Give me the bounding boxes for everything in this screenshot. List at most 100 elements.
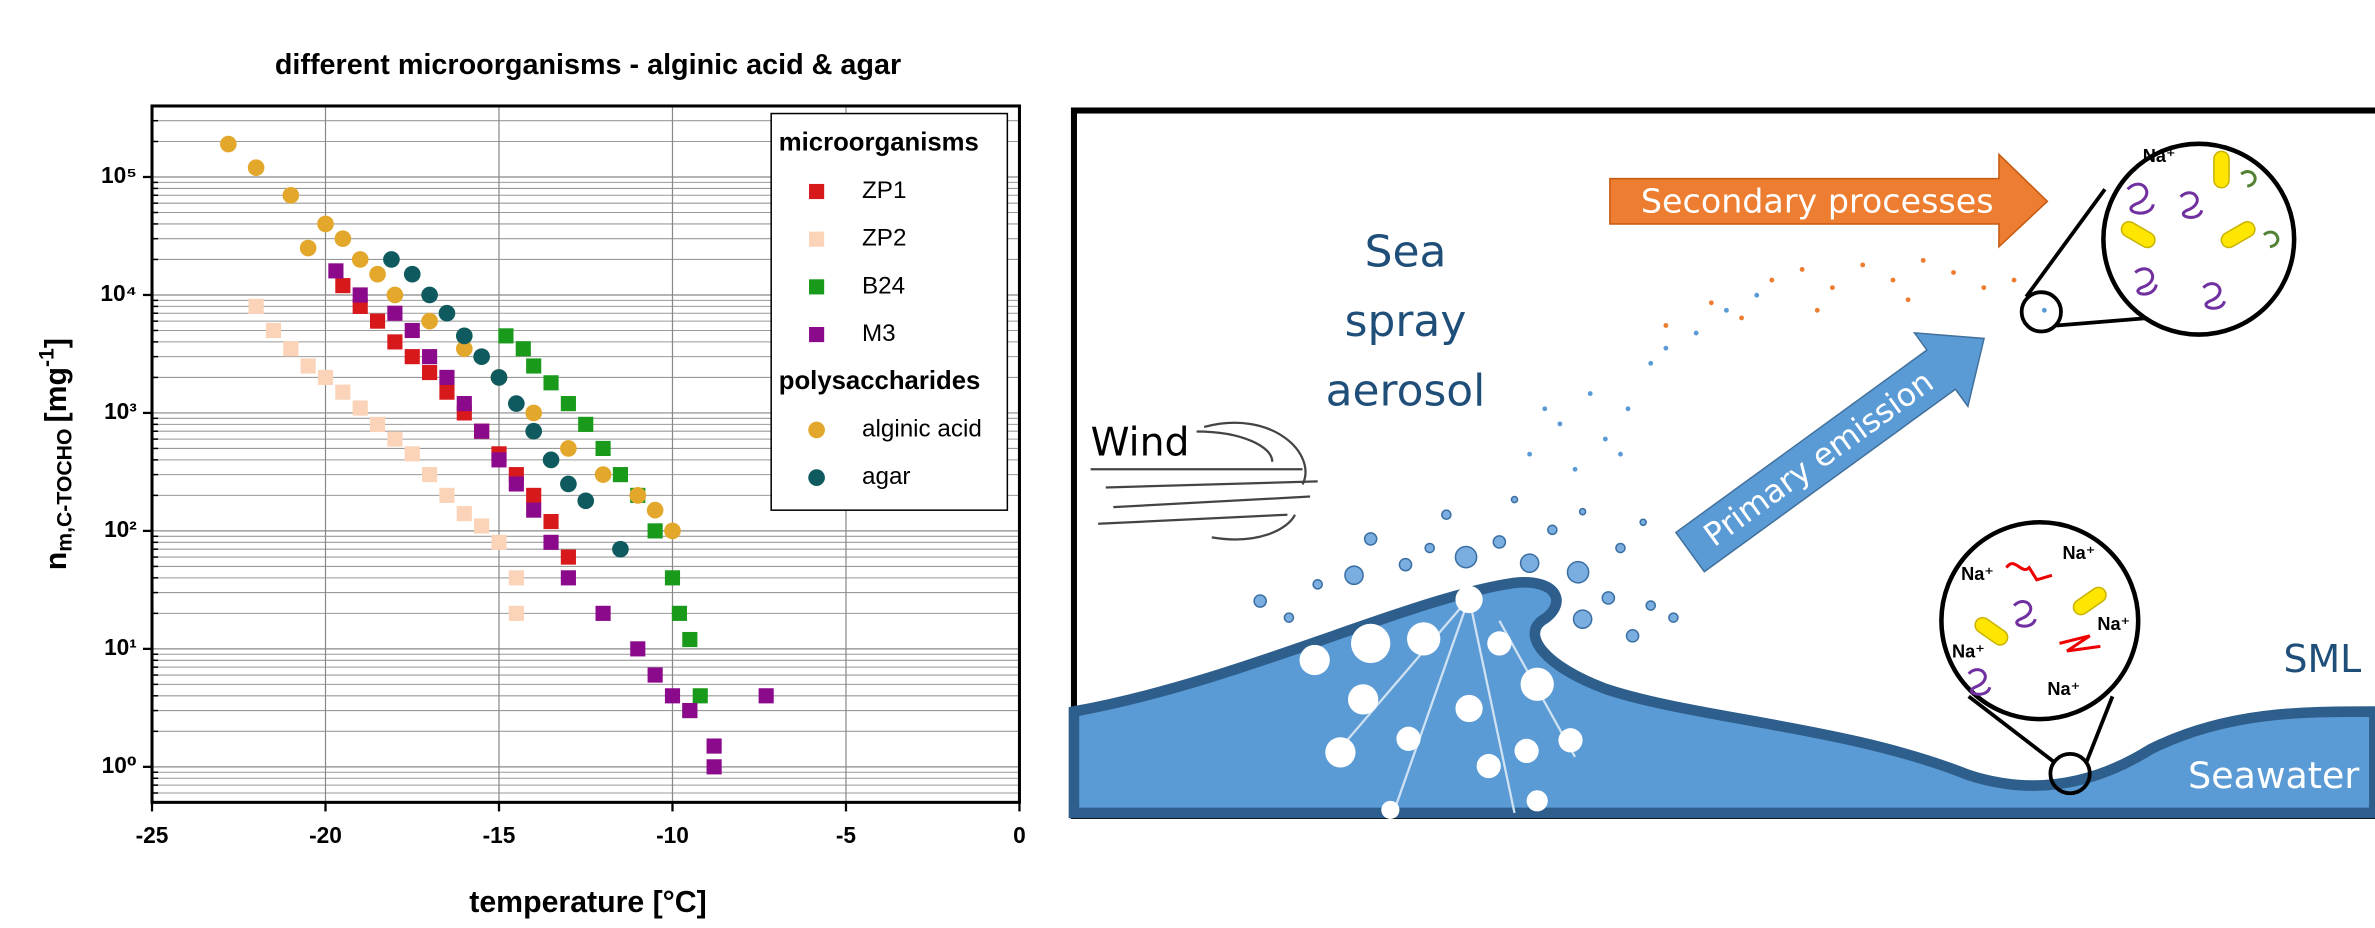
- point: [387, 432, 402, 447]
- point: [707, 759, 722, 774]
- y-label-unit: [mg: [40, 367, 73, 422]
- legend-label: B24: [862, 272, 905, 299]
- point: [665, 688, 680, 703]
- y-tick-label: 10⁴: [100, 280, 136, 306]
- point: [682, 632, 697, 647]
- point: [543, 452, 560, 469]
- y-tick-label: 10⁰: [102, 752, 137, 778]
- point: [491, 535, 506, 550]
- point: [509, 606, 524, 621]
- point: [473, 348, 490, 365]
- ion-label: Na⁺: [2143, 146, 2176, 166]
- point: [387, 306, 402, 321]
- ion-label: Na⁺: [2063, 543, 2096, 563]
- point: [317, 216, 334, 233]
- point: [707, 738, 722, 753]
- point: [543, 514, 558, 529]
- point: [387, 334, 402, 349]
- legend-box: [771, 114, 1007, 511]
- point: [525, 405, 542, 422]
- point: [404, 266, 421, 283]
- legend-marker: [809, 184, 824, 199]
- legend-label: ZP1: [862, 177, 906, 204]
- point: [335, 230, 352, 247]
- ion-label: Na⁺: [1961, 564, 1994, 584]
- point: [353, 287, 368, 302]
- point: [526, 358, 541, 373]
- point: [474, 518, 489, 533]
- y-tick-label: 10²: [104, 516, 137, 542]
- point: [456, 328, 473, 345]
- wind-label: Wind: [1091, 420, 1190, 466]
- point: [405, 446, 420, 461]
- ion-label: Na⁺: [1952, 641, 1985, 661]
- point: [301, 358, 316, 373]
- point: [596, 441, 611, 456]
- legend-label: agar: [862, 463, 910, 490]
- point: [328, 263, 343, 278]
- point: [369, 266, 386, 283]
- y-axis-label: nm,C-TOCHO[mg-1]: [35, 338, 76, 570]
- point: [439, 488, 454, 503]
- point: [526, 488, 541, 503]
- point: [421, 287, 438, 304]
- point: [612, 541, 629, 558]
- point: [421, 313, 438, 330]
- y-label-sub: m,C-TOCHO: [53, 429, 76, 552]
- point: [457, 396, 472, 411]
- point: [508, 395, 525, 412]
- point: [405, 349, 420, 364]
- point: [335, 385, 350, 400]
- point: [543, 535, 558, 550]
- y-label-sup: -1: [35, 348, 58, 367]
- y-label-close: ]: [40, 338, 73, 348]
- point: [318, 370, 333, 385]
- x-tick-label: -10: [656, 822, 689, 848]
- y-tick-label: 10⁵: [101, 162, 137, 188]
- point: [577, 492, 594, 509]
- point: [370, 314, 385, 329]
- point: [682, 703, 697, 718]
- point: [220, 136, 237, 153]
- point: [596, 606, 611, 621]
- y-tick-label: 10¹: [104, 634, 137, 660]
- point: [543, 375, 558, 390]
- legend-marker: [808, 422, 825, 439]
- legend-marker: [809, 279, 824, 294]
- point: [629, 487, 646, 504]
- point: [282, 187, 299, 204]
- point: [353, 400, 368, 415]
- point: [509, 476, 524, 491]
- point: [665, 570, 680, 585]
- x-tick-label: -20: [309, 822, 342, 848]
- aerosol-label: spray: [1345, 296, 1467, 347]
- point: [648, 523, 663, 538]
- point: [405, 323, 420, 338]
- x-tick-label: -5: [836, 822, 856, 848]
- legend-label: alginic acid: [862, 415, 982, 442]
- point: [613, 467, 628, 482]
- point: [578, 417, 593, 432]
- point: [693, 688, 708, 703]
- sml-label: SML: [2284, 637, 2362, 681]
- point: [474, 424, 489, 439]
- point: [561, 396, 576, 411]
- point: [422, 467, 437, 482]
- legend-group-title: microorganisms: [779, 129, 979, 157]
- point: [300, 240, 317, 257]
- point: [759, 688, 774, 703]
- x-axis-label: temperature [°C]: [469, 886, 706, 919]
- point: [672, 606, 687, 621]
- point: [383, 251, 400, 268]
- page: different microorganisms - alginic acid …: [0, 0, 2375, 928]
- point: [560, 476, 577, 493]
- point: [491, 452, 506, 467]
- legend-label: M3: [862, 320, 896, 347]
- point: [439, 385, 454, 400]
- point: [560, 440, 577, 457]
- point: [647, 502, 664, 519]
- point: [266, 323, 281, 338]
- point: [516, 341, 531, 356]
- point: [422, 349, 437, 364]
- point: [439, 370, 454, 385]
